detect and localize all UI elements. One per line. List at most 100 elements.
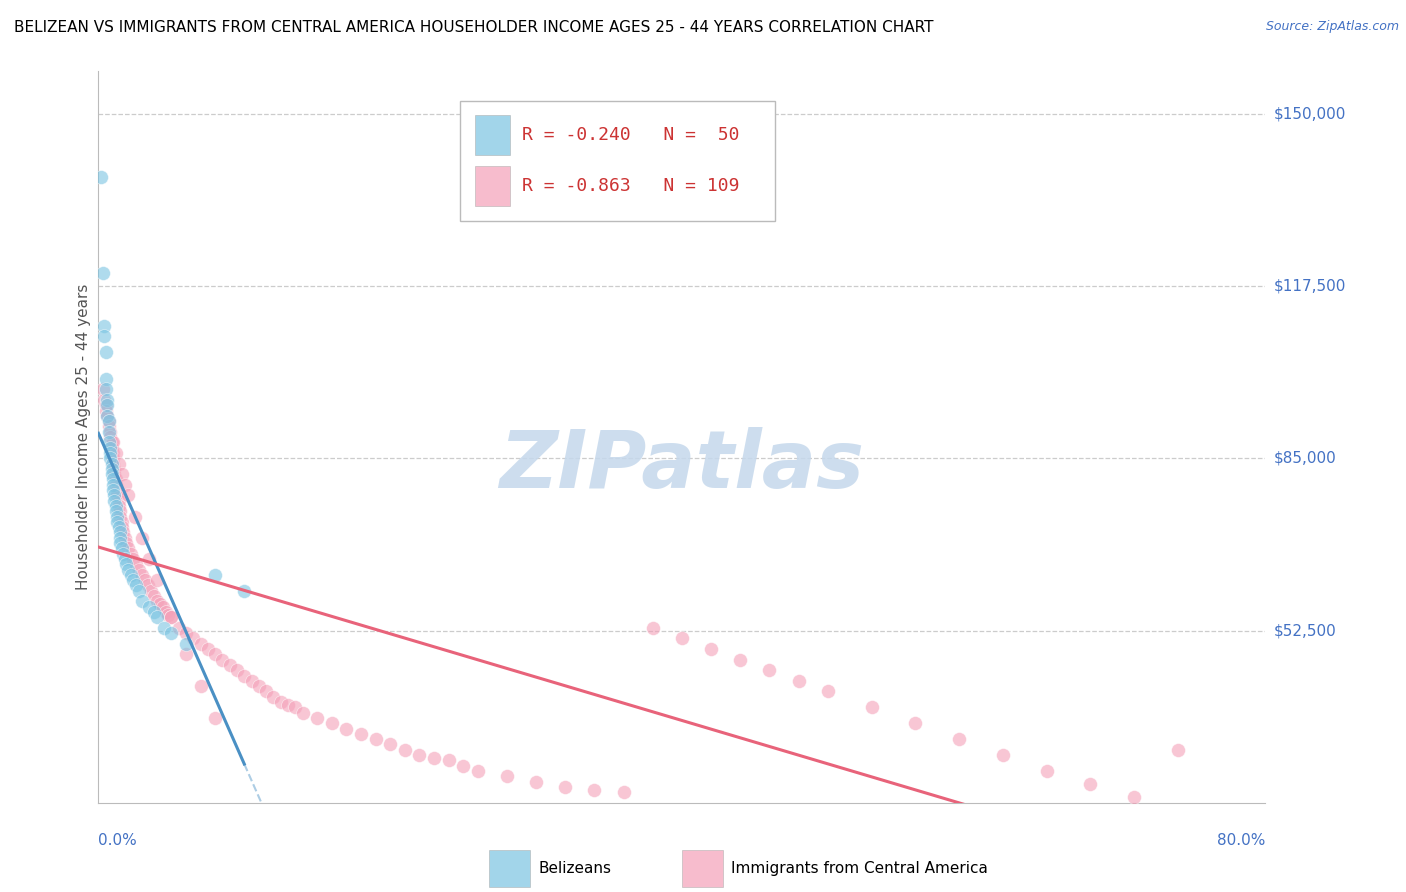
Point xyxy=(174,648,197,662)
Point xyxy=(948,732,970,747)
Point xyxy=(204,648,226,662)
Point xyxy=(94,372,117,386)
Point xyxy=(335,722,357,736)
Point xyxy=(90,170,112,185)
Point xyxy=(110,509,132,524)
Point xyxy=(817,684,839,698)
Point xyxy=(105,509,128,524)
Point xyxy=(671,632,693,646)
Text: Belizeans: Belizeans xyxy=(538,861,612,876)
Point xyxy=(160,626,183,640)
Bar xyxy=(475,166,510,206)
Point xyxy=(700,642,723,657)
Point xyxy=(155,605,177,619)
Point xyxy=(197,642,219,657)
Point xyxy=(139,583,162,598)
Point xyxy=(307,711,329,725)
Point xyxy=(991,748,1014,763)
Point xyxy=(1123,790,1146,805)
Point xyxy=(554,780,576,794)
Point xyxy=(91,266,114,280)
Point xyxy=(122,573,145,587)
Point xyxy=(167,621,190,635)
Point xyxy=(96,409,118,423)
Point xyxy=(114,477,136,491)
Point xyxy=(364,732,387,747)
Text: R = -0.863   N = 109: R = -0.863 N = 109 xyxy=(522,178,740,195)
Point xyxy=(93,392,115,407)
Point xyxy=(101,473,124,487)
Point xyxy=(284,700,307,714)
Point xyxy=(204,567,226,582)
Point xyxy=(146,594,169,608)
Point xyxy=(226,663,249,677)
Point xyxy=(408,748,430,763)
Point xyxy=(131,594,153,608)
Point xyxy=(110,525,132,540)
Point xyxy=(190,637,212,651)
Text: R = -0.240   N =  50: R = -0.240 N = 50 xyxy=(522,126,740,144)
Bar xyxy=(489,850,530,887)
Point xyxy=(97,414,120,428)
Point xyxy=(152,599,174,614)
Bar xyxy=(682,850,723,887)
Point xyxy=(124,509,146,524)
Point xyxy=(100,435,122,450)
Point xyxy=(117,563,139,577)
Point xyxy=(758,663,780,677)
Point xyxy=(1167,743,1189,757)
Point xyxy=(142,589,165,603)
Point xyxy=(98,425,121,439)
Point xyxy=(112,525,135,540)
Point xyxy=(149,597,172,611)
Text: $150,000: $150,000 xyxy=(1274,106,1346,121)
Point xyxy=(97,414,120,428)
Text: ZIPatlas: ZIPatlas xyxy=(499,427,865,506)
Point xyxy=(117,488,139,502)
Y-axis label: Householder Income Ages 25 - 44 years: Householder Income Ages 25 - 44 years xyxy=(76,284,91,591)
Point xyxy=(97,435,120,450)
Point xyxy=(174,637,197,651)
Point xyxy=(103,493,125,508)
Point xyxy=(138,552,160,566)
Point xyxy=(254,684,277,698)
Point xyxy=(115,536,138,550)
Point xyxy=(321,716,343,731)
Point xyxy=(122,552,145,566)
Point xyxy=(1035,764,1057,778)
Point xyxy=(105,515,128,529)
Point xyxy=(157,607,180,622)
Point xyxy=(104,499,127,513)
Point xyxy=(146,573,169,587)
Point xyxy=(103,462,125,476)
Point xyxy=(100,467,122,482)
Point xyxy=(134,573,156,587)
Point xyxy=(94,403,117,417)
Point xyxy=(524,774,547,789)
Point xyxy=(103,488,125,502)
Point xyxy=(181,632,204,646)
Point xyxy=(101,446,124,460)
Point xyxy=(111,520,134,534)
Point xyxy=(98,441,121,455)
Point xyxy=(190,679,212,693)
Point xyxy=(240,673,263,688)
Point xyxy=(108,493,131,508)
Point xyxy=(142,605,165,619)
Point xyxy=(108,520,131,534)
Text: $52,500: $52,500 xyxy=(1274,623,1337,638)
Point xyxy=(125,578,148,592)
Point xyxy=(120,567,142,582)
Point xyxy=(160,610,183,624)
Point xyxy=(100,441,122,455)
Point xyxy=(437,753,460,767)
Point xyxy=(125,558,148,572)
Text: 0.0%: 0.0% xyxy=(98,833,138,848)
Point xyxy=(128,583,150,598)
Point xyxy=(423,750,446,764)
Point xyxy=(110,536,132,550)
Point xyxy=(120,547,142,561)
Point xyxy=(583,782,606,797)
Point xyxy=(211,653,233,667)
Point xyxy=(112,547,135,561)
